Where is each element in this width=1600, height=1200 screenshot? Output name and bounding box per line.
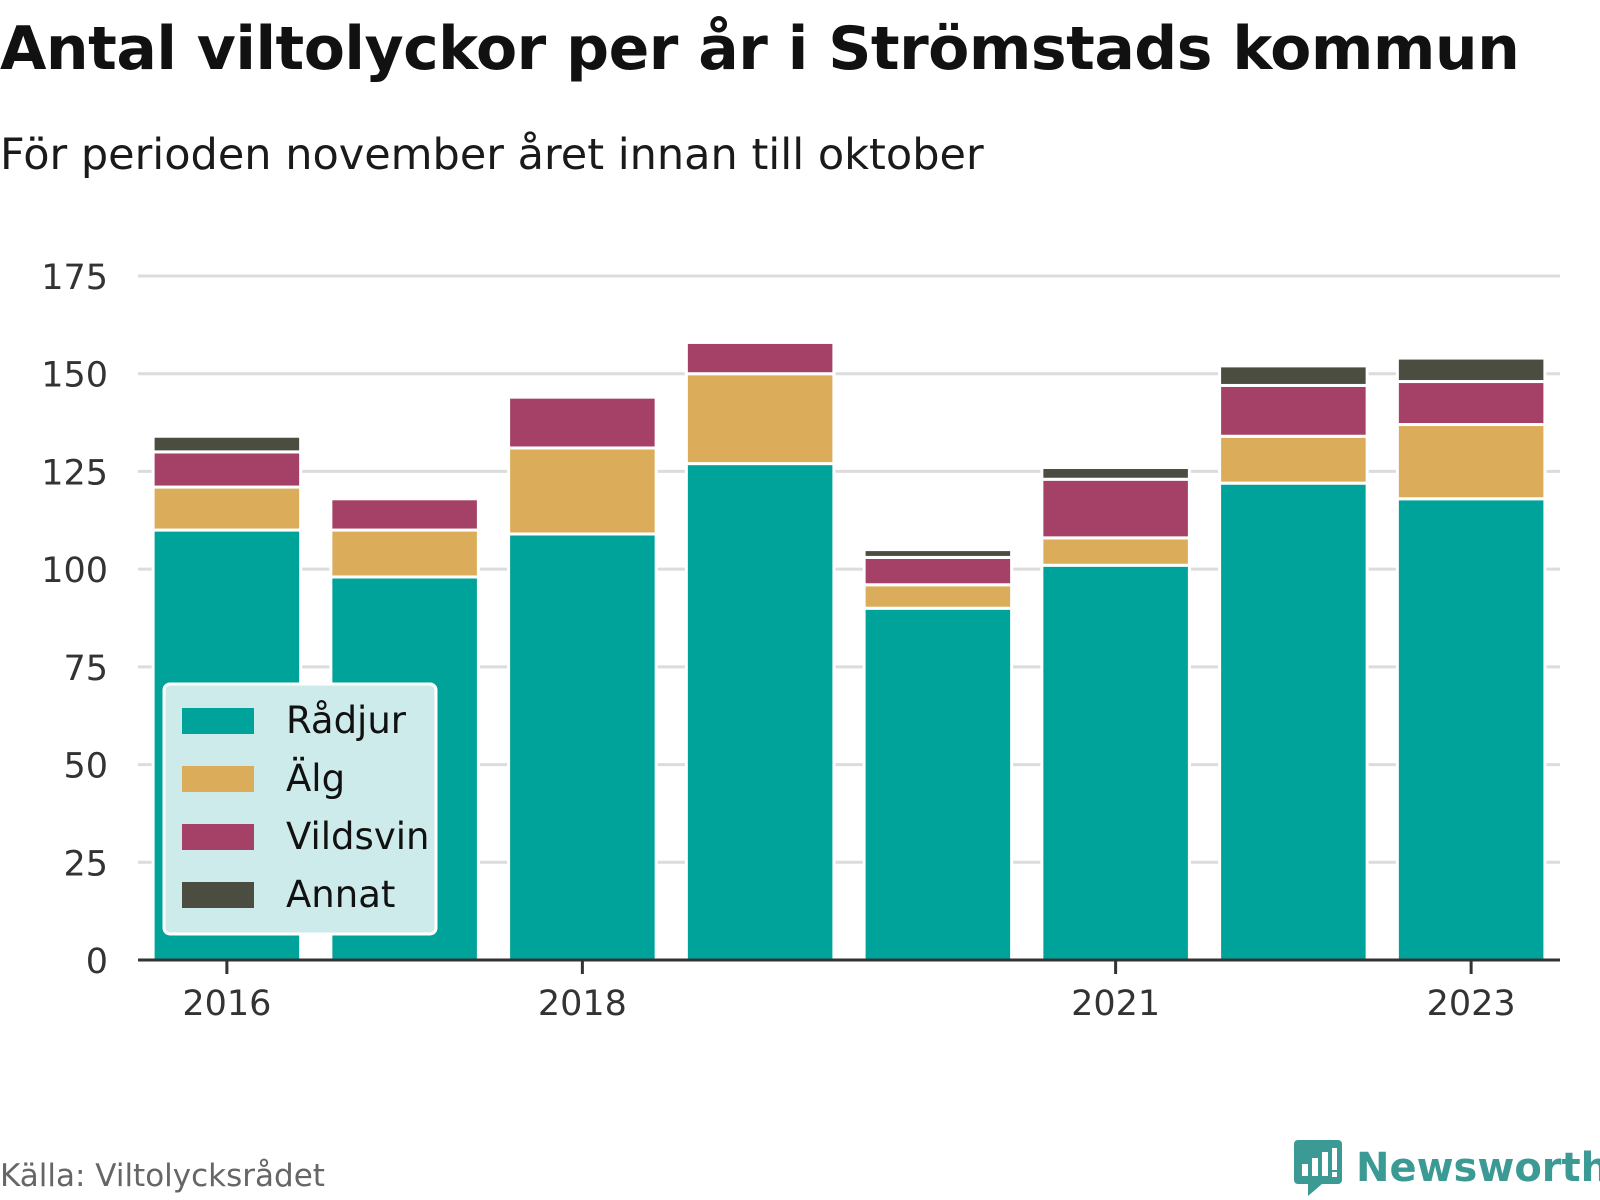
legend-label-annat: Annat <box>286 873 395 916</box>
bar-2019-vildsvin <box>684 340 836 376</box>
bar-2016-vildsvin <box>151 450 303 489</box>
source-note: Källa: Viltolycksrådet <box>0 1158 325 1194</box>
y-tick-label-75: 75 <box>63 649 108 689</box>
y-tick-label-0: 0 <box>86 942 108 982</box>
brand-logo[interactable]: Newsworthy <box>1292 1138 1600 1198</box>
bar-2017-vildsvin <box>329 497 480 532</box>
bar-2021-annat <box>1040 466 1191 481</box>
bar-2023-vildsvin <box>1395 380 1547 427</box>
bar-2023-annat <box>1395 356 1547 384</box>
y-tick-label-150: 150 <box>41 356 108 396</box>
bar-2017-älg <box>329 528 480 579</box>
newsworthy-logo-icon <box>1294 1140 1342 1196</box>
bar-2020-annat <box>862 548 1014 559</box>
stacked-bar-chart: 0 25 50 75 100 125 150 175 2016 2018 2021 2023 Rådj… <box>41 258 1560 1024</box>
bar-2016-annat <box>151 434 303 454</box>
bar-2021-vildsvin <box>1040 477 1191 540</box>
bar-2019-rådjur <box>684 462 836 962</box>
bar-2018-rådjur <box>507 532 658 962</box>
bar-2023-rådjur <box>1395 497 1547 962</box>
y-tick-label-25: 25 <box>63 844 108 884</box>
bar-2021-älg <box>1040 536 1191 567</box>
x-tick-label-2018: 2018 <box>538 984 627 1024</box>
legend-swatch-älg <box>182 766 254 792</box>
legend-label-älg: Älg <box>286 757 345 800</box>
y-tick-label-125: 125 <box>41 453 108 493</box>
bar-2020-rådjur <box>862 606 1014 962</box>
bar-2018-älg <box>507 446 658 536</box>
bar-2023-älg <box>1395 423 1547 501</box>
x-tick-label-2021: 2021 <box>1071 984 1160 1024</box>
bar-2016-älg <box>151 485 303 532</box>
bar-2019-älg <box>684 372 836 466</box>
bar-2022-älg <box>1218 434 1369 485</box>
bar-2020-vildsvin <box>862 555 1014 587</box>
axes: 0 25 50 75 100 125 150 175 2016 2018 2021 2023 <box>41 258 1560 1024</box>
bar-2022-vildsvin <box>1218 383 1369 438</box>
y-tick-label-175: 175 <box>41 258 108 298</box>
legend-label-vildsvin: Vildsvin <box>286 815 429 858</box>
bar-2022-rådjur <box>1218 481 1369 962</box>
y-tick-label-50: 50 <box>63 747 108 787</box>
chart-subtitle: För perioden november året innan till ok… <box>0 130 984 180</box>
bar-2018-vildsvin <box>507 395 658 450</box>
legend-swatch-annat <box>182 882 254 908</box>
chart-title: Antal viltolyckor per år i Strömstads ko… <box>0 14 1520 84</box>
x-tick-label-2016: 2016 <box>182 984 271 1024</box>
legend-label-rådjur: Rådjur <box>286 699 407 742</box>
bar-2020-älg <box>862 583 1014 610</box>
legend-box <box>162 682 438 936</box>
legend-swatch-vildsvin <box>182 824 254 850</box>
brand-name: Newsworthy <box>1356 1145 1600 1191</box>
legend-swatch-rådjur <box>182 708 254 734</box>
legend: Rådjur Älg Vildsvin Annat <box>162 682 438 936</box>
y-tick-label-100: 100 <box>41 551 108 591</box>
x-tick-label-2023: 2023 <box>1427 984 1516 1024</box>
bar-2022-annat <box>1218 364 1369 387</box>
bar-2021-rådjur <box>1040 563 1191 962</box>
